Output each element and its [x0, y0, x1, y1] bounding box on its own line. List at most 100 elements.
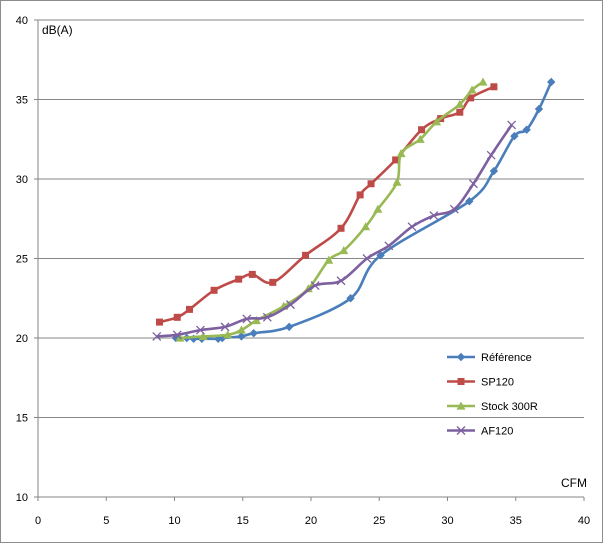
series-stock-300r	[175, 77, 488, 342]
series-plot	[152, 77, 556, 343]
data-point	[467, 94, 475, 102]
data-point	[198, 331, 208, 341]
data-point	[486, 150, 496, 160]
data-point	[432, 117, 442, 126]
data-point	[522, 125, 531, 134]
data-point	[396, 149, 406, 158]
series-r-f-rence	[171, 77, 556, 343]
x-tick-label: 25	[373, 515, 385, 527]
legend-swatch-marker	[457, 378, 465, 385]
data-point	[367, 180, 375, 188]
data-point	[429, 211, 439, 221]
marker-stroke	[195, 325, 205, 335]
marker-stroke	[384, 241, 394, 251]
data-point	[324, 255, 334, 264]
data-point	[384, 241, 394, 251]
data-point	[286, 300, 295, 310]
data-point	[152, 331, 162, 341]
data-point	[242, 314, 252, 324]
marker-stroke	[486, 150, 496, 160]
y-tick-label: 10	[16, 492, 28, 504]
data-point	[262, 312, 272, 322]
data-point	[455, 99, 465, 108]
legend-item: SP120	[447, 377, 514, 389]
data-point	[465, 197, 474, 206]
data-point	[392, 156, 400, 164]
data-point	[220, 322, 230, 332]
data-point	[251, 316, 261, 325]
series-line	[156, 124, 513, 338]
x-tick-label: 0	[35, 515, 41, 527]
data-point	[510, 131, 519, 141]
marker-stroke	[336, 276, 346, 286]
data-point	[362, 254, 372, 263]
legend-swatch-marker	[456, 426, 466, 435]
data-point	[339, 246, 349, 255]
y-tick-label: 30	[16, 174, 28, 186]
data-point	[407, 222, 417, 232]
data-point	[284, 322, 294, 332]
data-point	[337, 224, 345, 232]
data-point	[415, 134, 425, 143]
legend-swatch-marker	[456, 401, 466, 410]
data-point	[346, 294, 355, 303]
x-axis-title: CFM	[561, 476, 587, 490]
data-point	[468, 179, 478, 189]
y-axis-title: dB(A)	[42, 23, 73, 37]
data-point	[269, 278, 277, 286]
x-tick-label: 10	[168, 515, 180, 527]
marker-stroke	[468, 179, 478, 189]
data-point	[392, 177, 402, 186]
marker-stroke	[456, 426, 466, 435]
legend-item: Stock 300R	[447, 401, 538, 413]
data-point	[155, 318, 163, 326]
x-tick-label: 30	[441, 515, 453, 527]
data-point	[310, 281, 320, 290]
series-sp120	[155, 83, 498, 326]
marker-stroke	[429, 211, 439, 221]
y-tick-label: 40	[16, 15, 28, 27]
x-tick-label: 35	[510, 515, 522, 527]
data-point	[172, 330, 182, 340]
marker-stroke	[507, 120, 517, 130]
data-point	[195, 325, 205, 335]
data-point	[223, 330, 233, 339]
marker-stroke	[449, 204, 459, 214]
legend-label: Stock 300R	[481, 401, 538, 413]
x-tick-label: 40	[578, 515, 590, 527]
data-point	[489, 166, 499, 176]
tick-labels: 10 15 20 25 30 35 40 0 5 10 15 20 25 30 35 40	[16, 15, 590, 527]
series-line	[159, 85, 495, 324]
legend-label: Référence	[481, 352, 532, 364]
data-point	[376, 251, 385, 260]
data-point	[478, 77, 488, 86]
legend-item: AF120	[447, 426, 513, 438]
data-point	[249, 329, 258, 338]
data-point	[467, 85, 477, 94]
x-tick-label: 20	[305, 515, 317, 527]
legend-label: AF120	[481, 426, 513, 438]
legend-label: SP120	[481, 377, 514, 389]
marker-stroke	[242, 314, 252, 324]
series-af120	[152, 120, 517, 341]
data-point	[534, 104, 544, 114]
marker-stroke	[172, 330, 182, 340]
marker-stroke	[310, 281, 320, 290]
series-line	[175, 81, 553, 341]
marker-stroke	[362, 254, 372, 263]
data-point	[235, 275, 243, 283]
legend-swatch-marker	[456, 352, 466, 362]
data-point	[418, 126, 426, 134]
data-point	[302, 251, 310, 259]
data-point	[361, 222, 371, 231]
data-point	[456, 108, 464, 116]
gridlines	[34, 19, 585, 501]
data-point	[336, 276, 346, 286]
data-point	[490, 83, 498, 91]
data-point	[547, 77, 556, 87]
data-point	[173, 313, 181, 321]
marker-stroke	[286, 300, 295, 310]
data-point	[507, 120, 517, 130]
